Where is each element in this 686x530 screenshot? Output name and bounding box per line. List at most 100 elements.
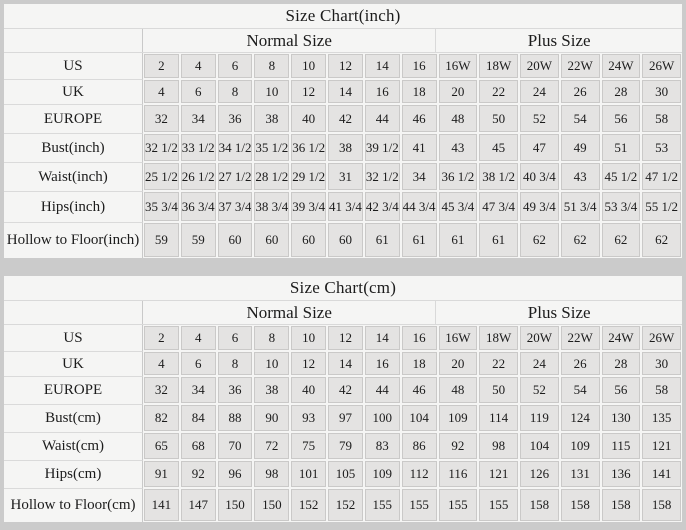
- size-value-cell: 54: [560, 377, 600, 403]
- size-value-cell: 16W: [438, 326, 478, 350]
- size-value-cell: 51 3/4: [560, 192, 600, 221]
- column-group-header-plus: Plus Size: [435, 29, 682, 52]
- size-value-cell: 35 1/2: [254, 134, 290, 161]
- size-value-cell: 18W: [479, 54, 518, 78]
- size-value-cell: 62: [642, 223, 681, 257]
- size-value-cell: 4: [144, 80, 179, 103]
- size-value-cell: 32: [144, 377, 179, 403]
- size-value-cell: 131: [560, 461, 600, 487]
- size-value-cell: 16: [364, 352, 400, 375]
- size-value-cell: 2: [144, 54, 179, 78]
- size-value-cell: 158: [560, 489, 600, 521]
- size-value-cell: 79: [328, 433, 363, 459]
- column-group-header-row: Normal Size Plus Size: [4, 29, 682, 53]
- size-value-cell: 24W: [601, 54, 641, 78]
- size-value-cell: 36 1/2: [291, 134, 327, 161]
- size-value-cell: 18: [401, 352, 437, 375]
- size-value-cell: 6: [180, 352, 216, 375]
- size-value-cell: 20: [438, 352, 478, 375]
- table-row: Waist(cm) 65 68 70 72 75 79 83 86 92 98 104 109 115 12…: [4, 432, 682, 460]
- row-label: US: [4, 325, 143, 351]
- size-value-cell: 43: [438, 134, 478, 161]
- size-value-cell: 58: [642, 377, 681, 403]
- size-value-cell: 38 1/2: [479, 163, 518, 190]
- size-value-cell: 105: [328, 461, 363, 487]
- size-value-cell: 75: [291, 433, 327, 459]
- size-value-cell: 38: [328, 134, 363, 161]
- size-value-cell: 59: [180, 223, 216, 257]
- table-row: Hollow to Floor(cm) 141 147 150 150 152 152 155…: [4, 488, 682, 522]
- table-row: Bust(inch) 32 1/2 33 1/2 34 1/2 35 1/2 36 1/2…: [4, 133, 682, 162]
- size-value-cell: 2: [144, 326, 179, 350]
- size-value-cell: 18: [401, 80, 437, 103]
- size-value-cell: 4: [144, 352, 179, 375]
- size-value-cell: 60: [217, 223, 253, 257]
- size-value-cell: 91: [144, 461, 179, 487]
- size-value-cell: 26: [560, 80, 600, 103]
- table-row: Waist(inch) 25 1/2 26 1/2 27 1/2 28 1/2 29 1/…: [4, 162, 682, 191]
- table-row: US 2 4 6 8 10 12 14 16 16W 18W 20W 22W 24W 26W: [4, 325, 682, 351]
- size-value-cell: 62: [520, 223, 559, 257]
- size-value-cell: 135: [642, 405, 681, 431]
- size-value-cell: 42 3/4: [364, 192, 400, 221]
- size-value-cell: 141: [642, 461, 681, 487]
- size-value-cell: 92: [438, 433, 478, 459]
- label-column-spacer: [4, 301, 143, 324]
- size-value-cell: 48: [438, 377, 478, 403]
- size-value-cell: 45: [479, 134, 518, 161]
- table-row: EUROPE 32 34 36 38 40 42 44 46 48 50 52 54 56 58: [4, 104, 682, 133]
- size-value-cell: 62: [560, 223, 600, 257]
- table-row: Hollow to Floor(inch) 59 59 60 60 60 60 61 61 61 6…: [4, 222, 682, 258]
- table-row: Hips(inch) 35 3/4 36 3/4 37 3/4 38 3/4 39 3/4…: [4, 191, 682, 222]
- row-label: EUROPE: [4, 104, 143, 133]
- size-value-cell: 96: [217, 461, 253, 487]
- size-chart-inch-table: Size Chart(inch) Normal Size Plus Size US 2 4…: [4, 4, 682, 258]
- size-value-cell: 62: [601, 223, 641, 257]
- row-label: Hips(inch): [4, 191, 143, 222]
- size-value-cell: 112: [401, 461, 437, 487]
- size-value-cell: 26W: [642, 326, 681, 350]
- size-value-cell: 109: [560, 433, 600, 459]
- size-value-cell: 39 3/4: [291, 192, 327, 221]
- size-value-cell: 41 3/4: [328, 192, 363, 221]
- size-value-cell: 20: [438, 80, 478, 103]
- size-chart-cm-table: Size Chart(cm) Normal Size Plus Size US 2 4 6 8…: [4, 276, 682, 522]
- size-value-cell: 158: [601, 489, 641, 521]
- size-value-cell: 130: [601, 405, 641, 431]
- size-value-cell: 60: [328, 223, 363, 257]
- size-value-cell: 52: [520, 377, 559, 403]
- size-value-cell: 22: [479, 352, 518, 375]
- table-row: UK 4 6 8 10 12 14 16 18 20 22 24 26 28 30: [4, 79, 682, 104]
- size-value-cell: 50: [479, 377, 518, 403]
- size-value-cell: 40: [291, 105, 327, 132]
- size-value-cell: 36 1/2: [438, 163, 478, 190]
- size-value-cell: 88: [217, 405, 253, 431]
- size-value-cell: 16: [401, 54, 437, 78]
- size-value-cell: 126: [520, 461, 559, 487]
- size-value-cell: 98: [479, 433, 518, 459]
- size-value-cell: 114: [479, 405, 518, 431]
- size-value-cell: 26: [560, 352, 600, 375]
- size-value-cell: 38 3/4: [254, 192, 290, 221]
- size-value-cell: 16: [364, 80, 400, 103]
- size-value-cell: 14: [364, 54, 400, 78]
- size-value-cell: 32: [144, 105, 179, 132]
- size-value-cell: 16W: [438, 54, 478, 78]
- size-value-cell: 158: [520, 489, 559, 521]
- column-group-header-plus: Plus Size: [435, 301, 682, 324]
- size-value-cell: 124: [560, 405, 600, 431]
- size-value-cell: 152: [328, 489, 363, 521]
- size-value-cell: 12: [328, 326, 363, 350]
- column-group-header-normal: Normal Size: [246, 302, 332, 322]
- size-value-cell: 104: [401, 405, 437, 431]
- column-group-header-normal: Normal Size: [246, 30, 332, 50]
- size-value-cell: 52: [520, 105, 559, 132]
- size-value-cell: 70: [217, 433, 253, 459]
- size-value-cell: 22W: [560, 54, 600, 78]
- size-value-cell: 147: [180, 489, 216, 521]
- size-value-cell: 31: [328, 163, 363, 190]
- size-value-cell: 34: [180, 105, 216, 132]
- size-value-cell: 47 3/4: [479, 192, 518, 221]
- size-value-cell: 104: [520, 433, 559, 459]
